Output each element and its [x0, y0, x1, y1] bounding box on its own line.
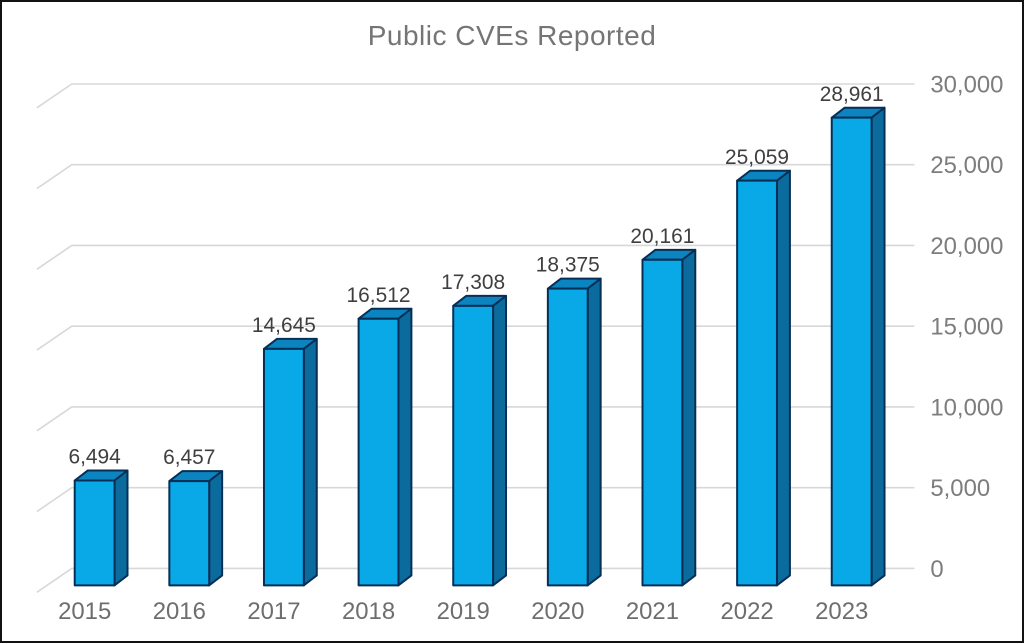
bar-side-face — [208, 470, 224, 587]
x-tick-label: 2023 — [815, 598, 868, 625]
bar-2021 — [641, 248, 697, 587]
bar-value-label: 28,961 — [820, 83, 884, 106]
bar-2023 — [830, 106, 886, 587]
bar-side-face — [870, 106, 886, 587]
chart-title: Public CVEs Reported — [367, 20, 657, 51]
y-tick-label: 30,000 — [930, 71, 1003, 98]
x-tick-label: 2015 — [58, 598, 111, 625]
bar-side-face — [113, 469, 129, 587]
x-tick-label: 2018 — [342, 598, 395, 625]
y-tick-label: 20,000 — [930, 233, 1003, 260]
bar-side-face — [775, 169, 791, 587]
bar-front-face — [73, 479, 116, 587]
bar-2018 — [357, 307, 413, 587]
bar-2015 — [73, 469, 129, 587]
bar-value-label: 18,375 — [536, 254, 600, 277]
y-tick-label: 10,000 — [930, 394, 1003, 421]
bar-side-face — [492, 294, 508, 587]
y-tick-label: 5,000 — [930, 475, 990, 502]
gridline — [36, 567, 915, 593]
x-tick-label: 2021 — [626, 598, 679, 625]
gridline — [36, 486, 915, 513]
bar-2020 — [546, 277, 602, 587]
gridline — [36, 83, 915, 109]
x-tick-label: 2019 — [437, 598, 490, 625]
bar-side-face — [397, 307, 413, 587]
y-tick-label: 0 — [930, 556, 943, 583]
x-tick-label: 2022 — [721, 598, 774, 625]
bar-front-face — [357, 317, 400, 587]
bar-2017 — [262, 337, 318, 587]
bar-value-label: 16,512 — [347, 284, 411, 307]
bar-front-face — [830, 116, 873, 587]
bar-2016 — [168, 470, 224, 587]
gridline — [36, 406, 915, 432]
x-tick-label: 2016 — [153, 598, 206, 625]
bar-front-face — [168, 480, 211, 587]
x-tick-label: 2017 — [247, 598, 300, 625]
bar-2019 — [452, 294, 508, 587]
bar-side-face — [681, 248, 697, 587]
x-tick-label: 2020 — [531, 598, 584, 625]
bar-value-label: 14,645 — [252, 314, 316, 337]
bar-value-label: 20,161 — [630, 225, 694, 248]
bar-value-label: 25,059 — [725, 146, 789, 169]
y-tick-label: 25,000 — [930, 152, 1003, 179]
bar-front-face — [736, 179, 778, 587]
gridline — [36, 163, 915, 190]
bar-2022 — [736, 169, 791, 587]
bar-value-label: 6,457 — [163, 446, 215, 469]
gridline — [36, 244, 915, 270]
bar-front-face — [262, 347, 305, 587]
bar-value-label: 17,308 — [441, 271, 505, 294]
bar-front-face — [452, 304, 495, 587]
y-tick-label: 15,000 — [930, 314, 1003, 341]
gridline — [36, 325, 915, 351]
bar-side-face — [586, 277, 602, 587]
bar-side-face — [302, 337, 318, 587]
bar-value-label: 6,494 — [68, 446, 120, 469]
bar-front-face — [546, 287, 589, 587]
bar-front-face — [641, 258, 684, 587]
